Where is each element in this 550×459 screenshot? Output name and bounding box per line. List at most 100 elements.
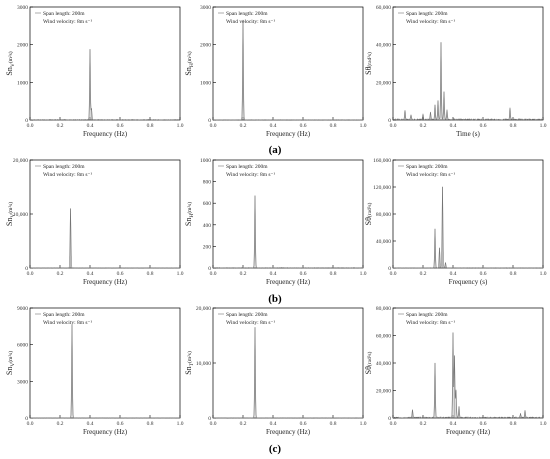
x-tick-label: 0.0 [27, 123, 34, 129]
x-axis-label: Frequency (s) [449, 278, 488, 286]
x-tick-label: 1.0 [360, 271, 367, 277]
x-tick-label: 0.2 [240, 421, 247, 427]
x-tick-label: 1.0 [177, 421, 184, 427]
chart-panel-1: 0.0 0.2 0.4 0.6 0.8 1.0 0 1000 2000 3000 Frequency… [5, 5, 184, 138]
y-tick-label: 200 [203, 244, 212, 250]
legend-entry: Span length: 200m [226, 312, 268, 318]
chart-panel-7: 0.0 0.2 0.4 0.6 0.8 1.0 0 3000 6000 9000 Frequency… [5, 306, 184, 436]
x-tick-label: 0.0 [27, 421, 34, 427]
chart-panel-6: 0.0 0.2 0.4 0.6 0.8 1.0 0 40,000 80,000 120,000 16… [364, 158, 547, 286]
x-tick-label: 0.4 [450, 421, 457, 427]
chart-panel-2: 0.0 0.2 0.4 0.6 0.8 1.0 0 1000 2000 3000 Frequency… [184, 5, 367, 138]
legend-entry: Span length: 200m [226, 11, 268, 17]
x-tick-label: 0.4 [450, 271, 457, 277]
x-tick-label: 0.0 [27, 271, 34, 277]
y-tick-label: 0 [208, 266, 211, 272]
y-tick-label: 6000 [17, 343, 28, 349]
spectrum-series-line [392, 186, 544, 269]
x-tick-label: 1.0 [540, 421, 547, 427]
x-tick-label: 1.0 [360, 421, 367, 427]
x-tick-label: 0.6 [480, 421, 487, 427]
legend-entry: Span length: 200m [43, 11, 85, 17]
x-axis-label: Time (s) [456, 130, 480, 138]
x-tick-label: 0.4 [87, 271, 94, 277]
plot-frame [392, 6, 544, 121]
x-tick-label: 0.6 [117, 123, 124, 129]
y-tick-label: 1000 [17, 80, 28, 86]
legend-entry: Span length: 200m [406, 164, 448, 170]
row-label-c: (c) [269, 443, 282, 455]
x-tick-label: 0.4 [270, 123, 277, 129]
chart-panel-8: 0.0 0.2 0.4 0.6 0.8 1.0 0 10,000 20,000 Frequency… [184, 306, 367, 436]
x-tick-label: 0.8 [330, 271, 337, 277]
legend-entry: Wind velocity: 8m s⁻¹ [406, 172, 455, 178]
x-tick-label: 0.2 [420, 421, 427, 427]
y-tick-label: 3000 [17, 5, 28, 11]
y-axis-label: SnH(m²s) [184, 51, 195, 75]
legend-entry: Wind velocity: 8m s⁻¹ [226, 19, 275, 25]
y-tick-label: 10,000 [196, 361, 211, 367]
row-label-a: (a) [269, 144, 282, 156]
charts-layer: 0.0 0.2 0.4 0.6 0.8 1.00100020003000Frequency… [5, 5, 547, 436]
x-axis-label: Frequency (Hz) [83, 130, 128, 138]
y-tick-label: 120,000 [373, 185, 391, 191]
x-axis-label: Frequency (Hz) [266, 130, 311, 138]
legend-entry: Wind velocity: 8m s⁻¹ [226, 172, 275, 178]
x-tick-label: 0.8 [510, 271, 517, 277]
x-tick-label: 0.6 [300, 271, 307, 277]
legend-entry: Wind velocity: 8m s⁻¹ [43, 19, 92, 25]
spectrum-series-line [392, 41, 544, 121]
y-tick-label: 10,000 [13, 212, 28, 218]
legend-entry: Wind velocity: 8m s⁻¹ [406, 19, 455, 25]
y-tick-label: 0 [208, 416, 211, 422]
x-tick-label: 0.8 [510, 123, 517, 129]
plot-frame [212, 6, 364, 121]
spectrum-series-line [212, 327, 364, 419]
x-tick-label: 1.0 [177, 123, 184, 129]
y-axis-label: SnV(m²s) [5, 351, 16, 375]
chart-panel-9: 0.0 0.2 0.4 0.6 0.8 1.0 0 20,000 40,000 60,000 80,… [364, 306, 547, 436]
y-tick-label: 20,000 [376, 80, 391, 86]
x-tick-label: 0.2 [57, 421, 64, 427]
x-axis-label: Frequency (Hz) [83, 278, 128, 286]
y-tick-label: 60,000 [376, 334, 391, 340]
y-tick-label: 0 [388, 266, 391, 272]
x-tick-label: 0.4 [270, 271, 277, 277]
y-tick-label: 0 [25, 266, 28, 272]
y-tick-label: 20,000 [13, 158, 28, 164]
y-tick-label: 0 [25, 416, 28, 422]
y-tick-label: 3000 [200, 5, 211, 11]
x-tick-label: 0.6 [480, 123, 487, 129]
x-tick-label: 0.0 [210, 421, 217, 427]
x-tick-label: 0.8 [330, 421, 337, 427]
x-tick-label: 0.4 [270, 421, 277, 427]
y-axis-label: Sθ(rad²s) [364, 52, 373, 75]
y-axis-label: SnV(m²s) [5, 202, 16, 226]
y-tick-label: 80,000 [376, 306, 391, 312]
y-tick-label: 80,000 [376, 212, 391, 218]
x-tick-label: 0.4 [87, 421, 94, 427]
x-tick-label: 0.0 [210, 271, 217, 277]
chart-panel-5: 0.0 0.2 0.4 0.6 0.8 1.0 0 200 400 600 800 1000 Frequ… [184, 158, 367, 286]
x-axis-label: Frequency (Hz) [446, 428, 491, 436]
legend-entry: Span length: 200m [226, 164, 268, 170]
y-axis-label: SnT(m²s) [184, 351, 195, 375]
legend-entry: Wind velocity: 8m s⁻¹ [406, 320, 455, 326]
y-tick-label: 1000 [200, 158, 211, 164]
x-tick-label: 1.0 [360, 123, 367, 129]
x-tick-label: 0.6 [300, 421, 307, 427]
x-axis-label: Frequency (Hz) [83, 428, 128, 436]
y-tick-label: 160,000 [373, 158, 391, 164]
spectrum-series-line [29, 49, 181, 121]
spectrum-series-line [29, 325, 181, 419]
x-tick-label: 0.8 [330, 123, 337, 129]
x-tick-label: 0.8 [510, 421, 517, 427]
spectrum-series-line [212, 19, 364, 121]
x-tick-label: 1.0 [177, 271, 184, 277]
legend-entry: Span length: 200m [43, 164, 85, 170]
x-tick-label: 0.2 [420, 123, 427, 129]
x-tick-label: 0.4 [450, 123, 457, 129]
legend-entry: Span length: 200m [43, 312, 85, 318]
y-tick-label: 60,000 [376, 5, 391, 11]
